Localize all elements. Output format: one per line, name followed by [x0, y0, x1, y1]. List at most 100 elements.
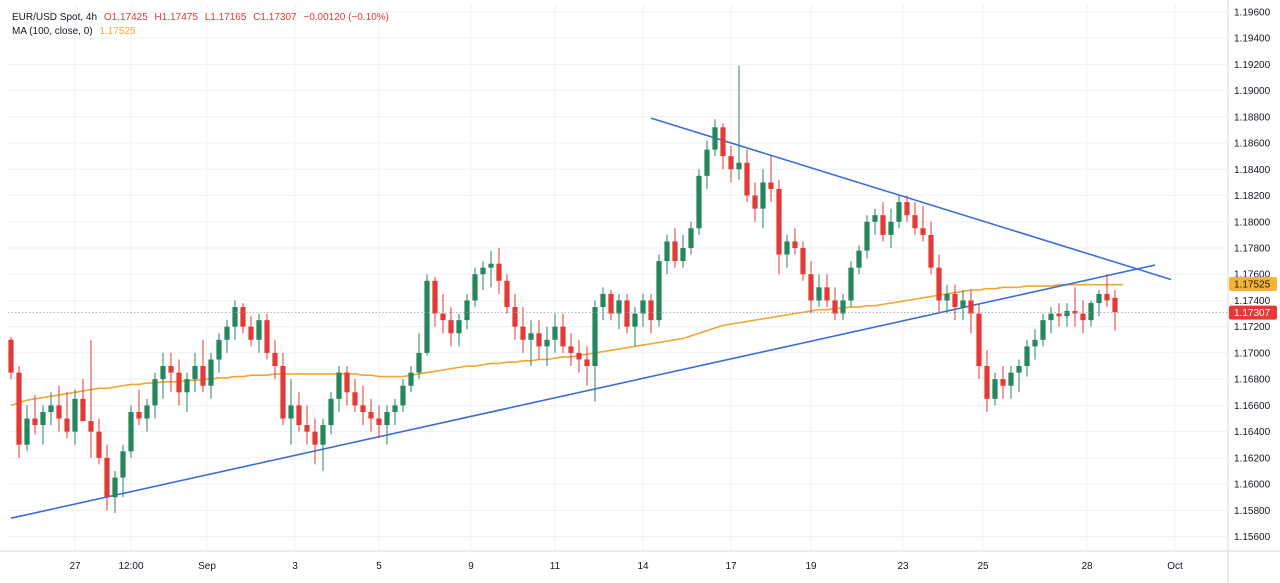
candle-body	[528, 333, 534, 340]
candle-body	[792, 241, 798, 248]
candle-body	[840, 300, 846, 314]
time-tick-label: Sep	[198, 561, 216, 572]
candle-body	[608, 293, 614, 314]
candle-body	[120, 451, 126, 478]
candle	[152, 372, 158, 419]
candle-body	[856, 250, 862, 268]
time-tick-label: 5	[376, 561, 382, 572]
candle	[640, 293, 646, 327]
candle	[760, 169, 766, 229]
candle-body	[448, 320, 454, 334]
price-axis[interactable]: 1.19600 1.19400 1.19200 1.19000 1.18800 1.186…	[1229, 7, 1277, 543]
price-tick-label: 1.15800	[1234, 506, 1271, 517]
candle	[848, 261, 854, 308]
candle	[496, 247, 502, 294]
price-tick-label: 1.18000	[1234, 217, 1271, 228]
candle-body	[984, 366, 990, 399]
candle	[536, 320, 542, 360]
candle-body	[552, 326, 558, 340]
time-tick-label: 12:00	[118, 561, 143, 572]
candle	[744, 149, 750, 203]
price-tick-label: 1.17800	[1234, 243, 1271, 254]
legend-high: H1.17475	[154, 12, 198, 23]
candle	[552, 313, 558, 353]
time-axis[interactable]: 27 12:00 Sep 3 5 9 11 14 17 19 23 25 28 Oct	[69, 561, 1183, 572]
candle	[480, 261, 486, 290]
candle-body	[424, 280, 430, 353]
candle-body	[488, 263, 494, 268]
price-tick-label: 1.19000	[1234, 86, 1271, 97]
candle-body	[576, 352, 582, 360]
candle-body	[600, 293, 606, 308]
candle	[144, 398, 150, 432]
candle-body	[880, 215, 886, 235]
candle-body	[160, 366, 166, 380]
candle-body	[464, 300, 470, 321]
candle-body	[360, 405, 366, 412]
candle	[448, 307, 454, 347]
candle-body	[936, 267, 942, 301]
candle-body	[640, 300, 646, 314]
candle	[408, 366, 414, 393]
legend-ma-label: MA (100, close, 0)	[12, 26, 93, 37]
candle	[104, 444, 110, 511]
candle	[832, 287, 838, 321]
candle-body	[408, 372, 414, 386]
ma-price-tag-text: 1.17525	[1234, 280, 1271, 291]
candle-body	[88, 421, 94, 432]
candle	[1016, 359, 1022, 393]
candle-body	[712, 127, 718, 150]
candle-body	[704, 149, 710, 176]
candle-body	[848, 267, 854, 301]
price-tick-label: 1.19600	[1234, 7, 1271, 18]
candle-body	[752, 195, 758, 209]
candle	[168, 352, 174, 393]
time-tick-label: 27	[69, 561, 81, 572]
time-tick-label: 28	[1081, 561, 1093, 572]
trendlines	[10, 117, 1172, 519]
candle	[1024, 339, 1030, 377]
candle-body	[1104, 293, 1110, 301]
candle	[424, 274, 430, 356]
candle-body	[568, 346, 574, 353]
candle	[608, 289, 614, 321]
price-tick-label: 1.17200	[1234, 322, 1271, 333]
candle-body	[280, 366, 286, 419]
candle-body	[480, 267, 486, 275]
candle-body	[920, 228, 926, 235]
candle-body	[960, 300, 966, 308]
price-tick-label: 1.16400	[1234, 427, 1271, 438]
candle-body	[304, 425, 310, 432]
candle	[1048, 307, 1054, 334]
candle	[112, 470, 118, 513]
candle	[1096, 289, 1102, 317]
candle	[936, 254, 942, 314]
candle-body	[680, 247, 686, 262]
candle	[176, 359, 182, 406]
candle-body	[240, 307, 246, 327]
time-tick-label: Oct	[1167, 561, 1183, 572]
time-tick-label: 23	[897, 561, 909, 572]
candle-body	[72, 398, 78, 432]
candle-body	[8, 339, 14, 373]
candle	[216, 333, 222, 373]
candle-body	[592, 307, 598, 367]
candle-body	[1112, 297, 1118, 313]
candle	[200, 339, 206, 393]
candle	[656, 254, 662, 327]
candle-body	[992, 379, 998, 399]
candle	[8, 337, 14, 380]
candle-body	[952, 293, 958, 308]
ascending-trendline	[10, 264, 1156, 519]
candle	[688, 221, 694, 255]
price-tick-label: 1.16800	[1234, 375, 1271, 386]
candle	[136, 389, 142, 426]
candle-body	[664, 241, 670, 262]
candle-body	[808, 274, 814, 301]
candle-body	[944, 293, 950, 301]
candle-body	[776, 188, 782, 255]
candle	[736, 65, 742, 180]
candle	[40, 405, 46, 445]
